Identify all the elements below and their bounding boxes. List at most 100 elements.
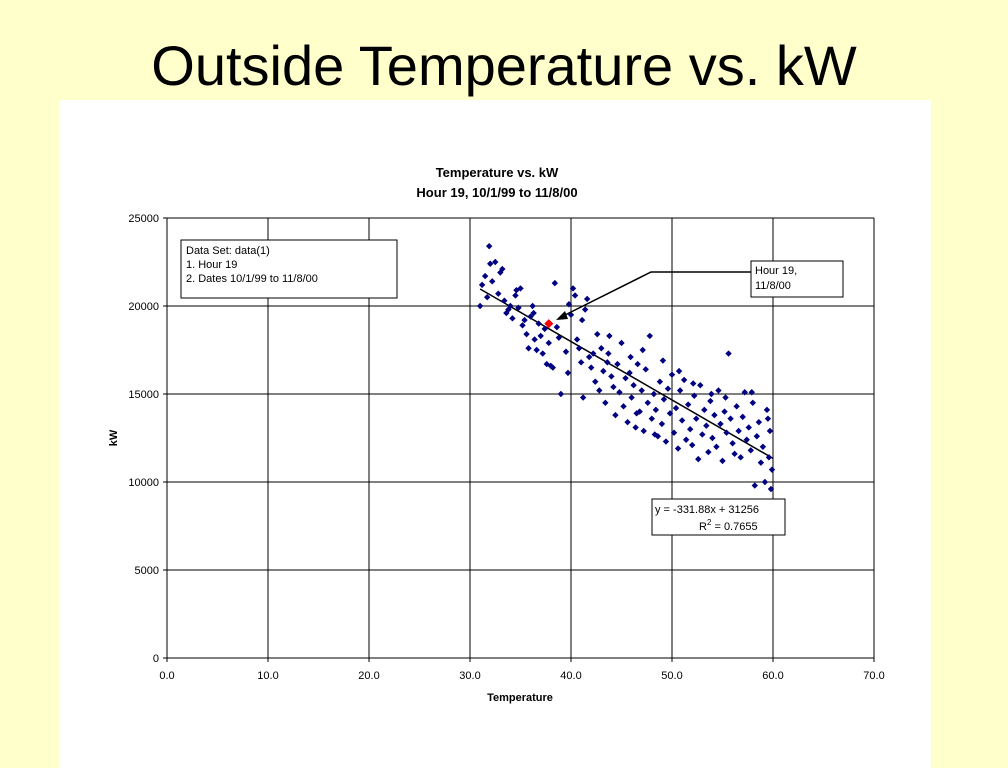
data-point xyxy=(630,382,637,389)
data-point xyxy=(579,394,587,401)
data-point xyxy=(749,399,756,406)
chart-subtitle: Hour 19, 10/1/99 to 11/8/00 xyxy=(416,185,577,200)
data-point xyxy=(723,429,730,436)
data-point xyxy=(733,403,740,410)
data-point xyxy=(668,371,676,378)
slide-title: Outside Temperature vs. kW xyxy=(151,34,857,97)
trend-r2: R2 = 0.7655 xyxy=(699,518,758,533)
data-point xyxy=(578,316,586,324)
info-box: Data Set: data(1) 1. Hour 19 2. Dates 10… xyxy=(180,239,398,299)
y-tick-label: 0 xyxy=(153,653,159,665)
data-point xyxy=(622,374,629,382)
highlight-point xyxy=(544,319,554,329)
callout-arrowhead xyxy=(556,311,568,320)
x-tick-label: 20.0 xyxy=(358,670,379,682)
data-point xyxy=(483,294,491,301)
data-point xyxy=(495,290,502,297)
data-point xyxy=(708,390,715,398)
data-point xyxy=(650,390,658,398)
data-point xyxy=(553,323,561,331)
data-point xyxy=(487,260,494,267)
data-point xyxy=(666,410,674,417)
data-point xyxy=(664,385,672,392)
data-point xyxy=(719,457,726,465)
y-tick-label: 10000 xyxy=(128,477,159,489)
data-point xyxy=(689,441,696,449)
data-point xyxy=(658,420,666,428)
data-point xyxy=(492,258,499,266)
data-point xyxy=(743,436,750,443)
data-point xyxy=(707,397,714,405)
data-point xyxy=(585,353,593,361)
x-tick-label: 10.0 xyxy=(257,670,278,682)
data-point xyxy=(753,433,761,440)
data-point xyxy=(497,269,504,276)
data-point xyxy=(751,482,759,489)
x-tick-label: 70.0 xyxy=(863,670,884,682)
data-point xyxy=(745,424,752,431)
data-point xyxy=(737,454,744,461)
data-point xyxy=(614,360,621,368)
data-point xyxy=(711,411,718,419)
data-point xyxy=(612,411,619,419)
data-point xyxy=(766,427,774,435)
data-point xyxy=(725,350,732,357)
data-point xyxy=(695,455,702,463)
data-point xyxy=(684,401,692,408)
chart-title: Temperature vs. kW xyxy=(436,165,559,180)
data-point xyxy=(519,322,526,329)
data-point xyxy=(571,292,579,299)
data-point xyxy=(701,406,708,414)
data-point xyxy=(747,447,754,454)
data-point xyxy=(727,415,734,422)
data-point xyxy=(693,415,700,422)
x-tick-label: 30.0 xyxy=(459,670,480,682)
data-point xyxy=(678,417,686,424)
data-point xyxy=(527,313,534,320)
data-point xyxy=(642,366,649,373)
data-point xyxy=(618,339,625,347)
data-point xyxy=(674,445,682,452)
data-point xyxy=(638,387,645,394)
data-point xyxy=(604,359,611,366)
x-tick-label: 50.0 xyxy=(661,670,682,682)
data-point xyxy=(529,302,536,310)
data-point xyxy=(512,292,519,299)
data-point xyxy=(478,281,486,289)
data-point xyxy=(624,418,631,426)
data-point xyxy=(660,396,668,403)
data-point xyxy=(476,302,484,310)
data-point xyxy=(530,309,537,317)
data-point xyxy=(634,360,641,368)
data-point xyxy=(763,406,771,414)
data-point xyxy=(748,389,755,396)
data-point xyxy=(705,448,712,456)
callout-box: Hour 19, 11/8/00 xyxy=(556,260,844,320)
data-point xyxy=(557,390,565,398)
data-point xyxy=(662,438,670,445)
x-tick-label: 40.0 xyxy=(560,670,581,682)
data-point xyxy=(590,350,597,357)
callout-line2: 11/8/00 xyxy=(755,280,791,292)
data-point xyxy=(686,426,694,433)
data-point xyxy=(717,420,724,428)
data-point xyxy=(713,443,720,450)
data-point xyxy=(646,332,653,340)
y-tick-label: 5000 xyxy=(135,565,159,577)
scatter-chart: Temperature vs. kW Hour 19, 10/1/99 to 1… xyxy=(108,165,885,704)
data-point xyxy=(659,357,667,364)
data-point xyxy=(757,459,765,466)
y-tick-label: 15000 xyxy=(128,389,159,401)
data-point xyxy=(755,418,763,426)
data-point xyxy=(598,345,605,352)
data-point xyxy=(690,380,697,387)
data-point xyxy=(670,429,678,436)
data-point xyxy=(592,378,599,385)
data-point xyxy=(606,332,613,340)
data-point xyxy=(588,364,595,371)
data-point xyxy=(620,403,627,410)
data-point xyxy=(581,306,589,313)
data-point xyxy=(605,350,612,357)
y-tick-label: 25000 xyxy=(128,213,159,225)
y-tick-label: 20000 xyxy=(128,301,159,313)
